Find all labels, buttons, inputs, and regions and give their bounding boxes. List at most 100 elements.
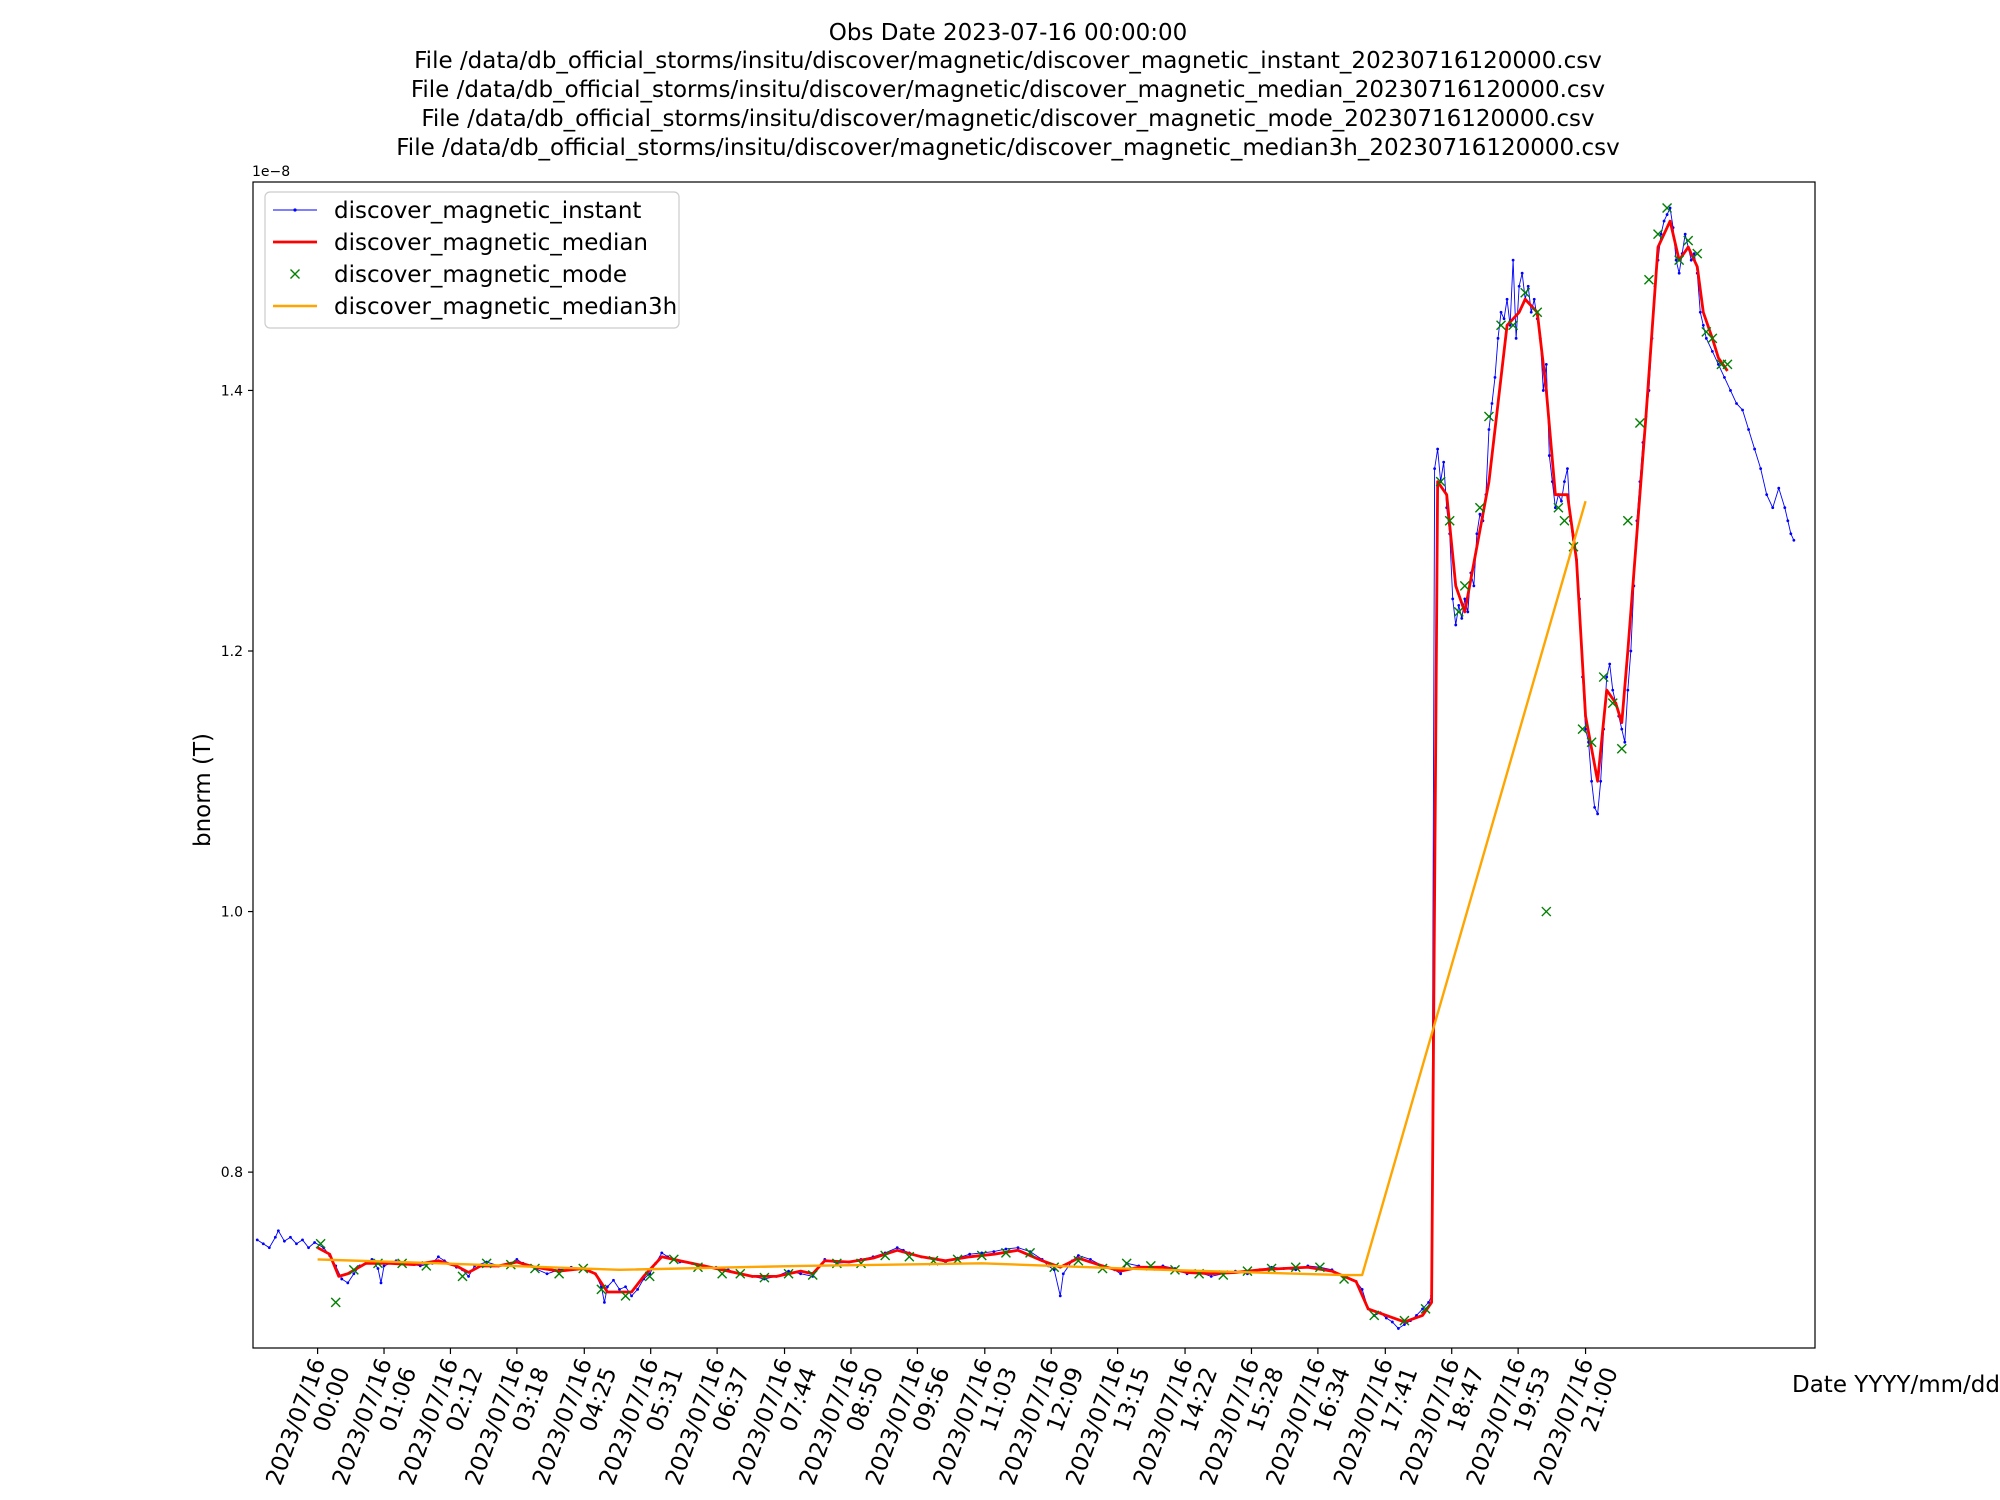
legend-swatch xyxy=(273,208,317,212)
series-mode-marker xyxy=(1559,515,1570,526)
chart-title: Obs Date 2023-07-16 00:00:00 File /data/… xyxy=(396,20,1620,161)
series-instant-point xyxy=(660,1251,664,1255)
y-offset-text: 1e−8 xyxy=(252,164,290,180)
series-instant-point xyxy=(1360,1287,1364,1291)
series-instant-point xyxy=(340,1277,344,1281)
series-instant-point xyxy=(1475,532,1479,536)
series-instant-point xyxy=(1683,232,1687,236)
series-instant-point xyxy=(273,1235,277,1239)
series-instant-point xyxy=(255,1238,259,1242)
series-mode-marker xyxy=(904,1251,915,1262)
series-instant-point xyxy=(1665,213,1669,216)
series-instant-point xyxy=(636,1287,640,1291)
series-instant-point xyxy=(1544,362,1548,366)
series-instant-point xyxy=(787,1269,790,1273)
series-instant-point xyxy=(895,1246,899,1250)
series-instant-point xyxy=(515,1258,519,1261)
series-mode-marker xyxy=(1474,502,1485,513)
series-instant-point xyxy=(1478,512,1482,516)
series-instant-point xyxy=(1403,1323,1406,1326)
series-instant-point xyxy=(436,1255,440,1259)
series-instant-point xyxy=(1511,258,1515,262)
series-instant-point xyxy=(1620,727,1624,731)
series-instant-point xyxy=(1689,258,1693,262)
series-instant-point xyxy=(1532,297,1536,301)
series-mode-marker xyxy=(1459,580,1470,591)
series-instant-point xyxy=(992,1250,996,1253)
series-mode-marker xyxy=(1483,411,1494,422)
series-instant-point xyxy=(1792,538,1796,542)
series-instant-point xyxy=(624,1285,627,1289)
series-instant-point xyxy=(630,1294,633,1298)
series-instant-point xyxy=(1626,688,1630,692)
series-mode-marker xyxy=(717,1268,728,1279)
series-mode-marker xyxy=(856,1258,867,1269)
series-instant-point xyxy=(1454,623,1458,627)
series-mode-marker xyxy=(315,1238,326,1249)
series-mode-marker xyxy=(1532,307,1543,318)
series-instant-point xyxy=(1623,740,1627,744)
series-instant-point xyxy=(1487,428,1491,431)
series-instant-point xyxy=(1765,493,1769,497)
title-line-1: Obs Date 2023-07-16 00:00:00 xyxy=(829,20,1188,46)
series-mode-marker xyxy=(554,1268,565,1279)
series-instant-point xyxy=(1590,779,1593,783)
y-axis-label: bnorm (T) xyxy=(190,733,216,847)
series-instant-point xyxy=(1560,499,1563,503)
series-instant-point xyxy=(1058,1294,1062,1298)
title-line-2: File /data/db_official_storms/insitu/dis… xyxy=(414,48,1602,74)
series-instant-point xyxy=(1692,252,1696,256)
series-instant-point xyxy=(1662,219,1666,223)
series-mode-marker xyxy=(1444,515,1455,526)
series-mode-marker xyxy=(1622,515,1633,526)
series-instant-point xyxy=(1608,662,1612,666)
series-instant-point xyxy=(1710,349,1714,353)
series-instant-point xyxy=(1384,1316,1388,1320)
series-mode-marker xyxy=(505,1259,516,1270)
series-instant-point xyxy=(1520,271,1524,275)
legend-box xyxy=(264,191,680,329)
series-mode-marker xyxy=(783,1268,794,1279)
series-instant-point xyxy=(612,1278,615,1282)
series-instant-point xyxy=(382,1264,386,1268)
series-instant-point xyxy=(1016,1246,1020,1250)
series-instant-point xyxy=(1451,597,1455,601)
series-instant-point xyxy=(261,1242,265,1246)
plot-area xyxy=(253,182,1815,1348)
series-mode-marker xyxy=(976,1250,987,1261)
series-mode-marker xyxy=(1674,255,1685,266)
x-axis-label: Date YYYY/mm/dd xyxy=(1792,1372,2000,1398)
series-instant-point xyxy=(313,1241,316,1244)
series-instant-point xyxy=(1771,506,1775,510)
legend-swatch xyxy=(290,269,300,279)
series-mode-marker xyxy=(1653,229,1664,240)
series-instant-point xyxy=(1704,336,1708,340)
series-mode-marker xyxy=(759,1272,770,1283)
series-mode-marker xyxy=(330,1297,341,1308)
series-instant-point xyxy=(968,1252,972,1256)
series-mode-marker xyxy=(735,1268,746,1279)
series-instant-point xyxy=(282,1239,286,1243)
series-instant-point xyxy=(1457,604,1461,607)
series-instant-point xyxy=(799,1272,803,1276)
series-mode-marker xyxy=(644,1271,655,1282)
series-instant-point xyxy=(1529,310,1533,314)
series-instant-point xyxy=(1052,1268,1056,1272)
series-mode-marker xyxy=(1598,672,1609,683)
series-instant-point xyxy=(1517,284,1521,288)
series-instant-point xyxy=(1611,688,1615,692)
series-instant-point xyxy=(1599,779,1603,783)
series-instant-point xyxy=(603,1301,606,1304)
series-mode-marker xyxy=(1616,743,1627,754)
series-instant-point xyxy=(289,1235,292,1239)
series-mode-marker xyxy=(668,1254,679,1265)
series-instant-point xyxy=(1472,584,1476,588)
series-mode-marker xyxy=(1634,418,1645,429)
series-mode-marker xyxy=(1692,248,1703,259)
series-instant-point xyxy=(1789,532,1793,536)
series-mode-marker xyxy=(1073,1255,1084,1266)
series-mode-marker xyxy=(1435,476,1446,487)
series-mode-marker xyxy=(1707,333,1718,344)
series-instant-point xyxy=(1783,506,1787,510)
